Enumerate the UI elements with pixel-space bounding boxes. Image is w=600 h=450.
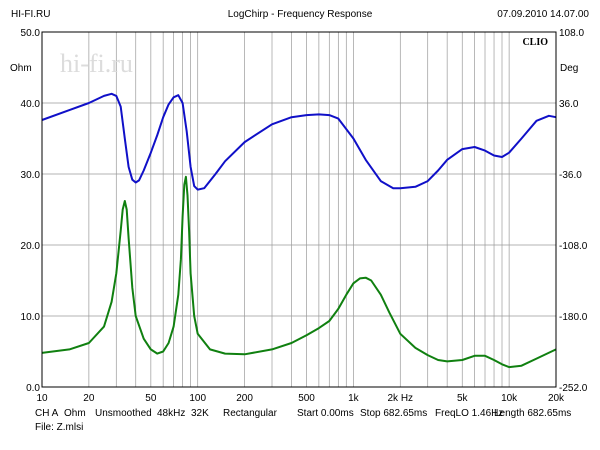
series-group <box>41 92 557 369</box>
y-left-tick-label: 30.0 <box>21 170 41 181</box>
footer-setting: CH A <box>35 408 59 419</box>
y-right-tick-label: -108.0 <box>559 241 588 252</box>
plot-grid <box>42 32 556 387</box>
footer-file-label: File: Z.mlsi <box>35 422 84 433</box>
y-right-tick-label: -252.0 <box>559 383 588 394</box>
plot-frame <box>41 31 557 388</box>
y-left-tick-label: 40.0 <box>21 99 41 110</box>
x-tick-label: 5k <box>457 393 469 404</box>
x-tick-label: 20k <box>548 393 565 404</box>
x-tick-label: 100 <box>189 393 206 404</box>
y-right-tick-label: -180.0 <box>559 312 588 323</box>
x-tick-label: 10k <box>501 393 518 404</box>
chart-title: LogChirp - Frequency Response <box>227 9 373 20</box>
y-left-tick-label: 10.0 <box>21 312 41 323</box>
x-tick-label: 200 <box>236 393 253 404</box>
x-tick-label: 50 <box>145 393 157 404</box>
y-left-tick-label: 50.0 <box>21 28 41 39</box>
y-left-tick-label: 20.0 <box>21 241 41 252</box>
x-tick-label: 2k Hz <box>388 393 414 404</box>
header-left-label: HI-FI.RU <box>11 9 51 20</box>
footer-setting: FreqLO 1.46Hz <box>435 408 504 419</box>
tick-labels: 0.0 10.0 20.0 30.0 40.0 50.0 -252.0 -180.0 -108.… <box>10 28 588 404</box>
watermark-logo: hi-fi.ru <box>60 49 133 78</box>
plot-background <box>42 32 556 387</box>
footer-setting: Ohm <box>64 408 86 419</box>
phase-curve <box>41 175 557 369</box>
footer-setting: Rectangular <box>223 408 277 419</box>
header-timestamp: 07.09.2010 14.07.00 <box>497 9 589 20</box>
x-tick-label: 1k <box>348 393 360 404</box>
brand-logo: CLIO <box>522 37 548 48</box>
footer-setting: Stop 682.65ms <box>360 408 428 419</box>
impedance-magnitude-curve <box>41 92 557 191</box>
x-tick-label: 10 <box>36 393 48 404</box>
y-left-tick-label: 0.0 <box>26 383 40 394</box>
right-axis-unit: Deg <box>560 63 578 74</box>
footer-setting: Length 682.65ms <box>494 408 572 419</box>
footer-setting: Unsmoothed <box>95 408 152 419</box>
x-tick-label: 500 <box>298 393 315 404</box>
footer-setting: Start 0.00ms <box>297 408 354 419</box>
left-axis-unit: Ohm <box>10 63 32 74</box>
y-right-tick-label: -36.0 <box>559 170 582 181</box>
y-right-tick-label: 36.0 <box>559 99 579 110</box>
footer-setting: 32K <box>191 408 209 419</box>
y-right-tick-label: 108.0 <box>559 28 584 39</box>
footer-setting: 48kHz <box>157 408 186 419</box>
x-tick-label: 20 <box>83 393 95 404</box>
